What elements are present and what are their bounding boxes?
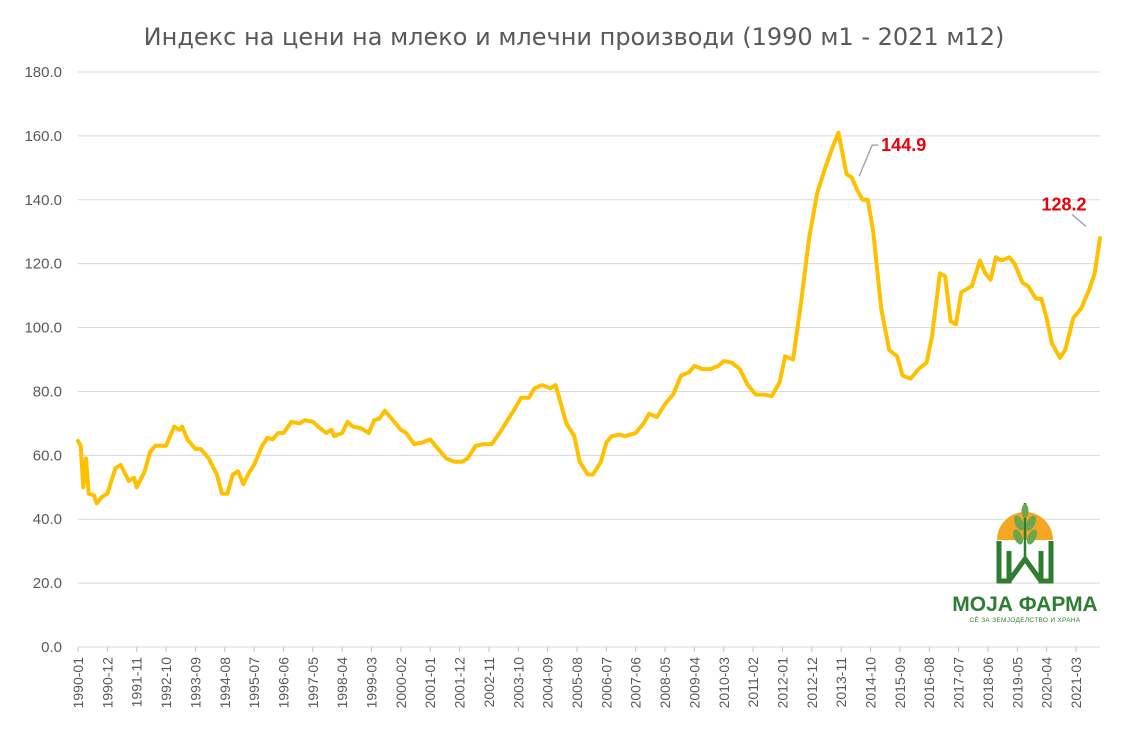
y-tick-label: 20.0 bbox=[33, 575, 62, 592]
x-tick-label: 1995-07 bbox=[246, 657, 262, 709]
y-tick-label: 160.0 bbox=[24, 128, 62, 145]
chart-title: Индекс на цени на млеко и млечни произво… bbox=[144, 23, 1005, 51]
x-tick-label: 2003-10 bbox=[510, 657, 526, 709]
x-axis-tick-labels: 1990-01 1990-12 1991-11 1992-10 1993-09 1994-… bbox=[70, 647, 1084, 708]
logo-brand-text: МОЈА ФАРМА bbox=[952, 593, 1097, 616]
x-tick-label: 1990-12 bbox=[99, 657, 115, 709]
x-tick-label: 1991-11 bbox=[129, 657, 145, 708]
x-tick-label: 2002-11 bbox=[481, 657, 497, 708]
x-tick-label: 1996-06 bbox=[275, 657, 291, 709]
x-tick-label: 2021-03 bbox=[1068, 657, 1084, 709]
x-tick-label: 2018-06 bbox=[980, 657, 996, 709]
x-tick-label: 2010-03 bbox=[716, 657, 732, 709]
y-tick-label: 40.0 bbox=[33, 511, 62, 528]
y-tick-label: 60.0 bbox=[33, 447, 62, 464]
x-tick-label: 2019-05 bbox=[1009, 657, 1025, 709]
x-tick-label: 1997-05 bbox=[305, 657, 321, 709]
series-layer bbox=[76, 130, 1102, 506]
x-tick-label: 2020-04 bbox=[1039, 657, 1055, 709]
x-tick-label: 2017-07 bbox=[951, 657, 967, 709]
x-tick-label: 2009-04 bbox=[686, 657, 702, 709]
x-tick-label: 2001-01 bbox=[422, 657, 438, 709]
gridlines bbox=[78, 71, 1100, 584]
annotation-leader-line bbox=[1071, 213, 1087, 228]
x-tick-label: 2013-11 bbox=[833, 657, 849, 708]
x-tick-label: 2001-12 bbox=[452, 657, 468, 709]
data-label: 128.2 bbox=[1041, 194, 1086, 214]
y-tick-label: 100.0 bbox=[24, 320, 62, 337]
x-tick-label: 2000-02 bbox=[393, 657, 409, 709]
x-tick-label: 2007-06 bbox=[628, 657, 644, 709]
annotations: 144.9 128.2 bbox=[858, 135, 1087, 228]
wheat-house-logo-icon bbox=[996, 503, 1054, 584]
data-label: 144.9 bbox=[881, 135, 926, 155]
x-tick-label: 2012-12 bbox=[804, 657, 820, 709]
y-tick-label: 180.0 bbox=[24, 64, 62, 81]
x-tick-label: 2012-01 bbox=[774, 657, 790, 709]
x-tick-label: 2014-10 bbox=[863, 657, 879, 709]
x-tick-label: 1999-03 bbox=[364, 657, 380, 709]
x-tick-label: 2004-09 bbox=[540, 657, 556, 709]
logo-tagline-text: СÈ ЗА ЗЕМЈОДЕЛСТВО И ХРАНА bbox=[969, 615, 1080, 624]
x-tick-label: 1992-10 bbox=[158, 657, 174, 709]
y-axis-tick-labels: 0.0 20.0 40.0 60.0 80.0 100.0 120.0 140.0 160.0 1… bbox=[24, 64, 62, 656]
y-tick-label: 120.0 bbox=[24, 256, 62, 273]
x-tick-label: 2008-05 bbox=[657, 657, 673, 709]
annotation-leader-line bbox=[858, 144, 879, 177]
x-tick-label: 2011-02 bbox=[745, 657, 761, 708]
y-tick-label: 140.0 bbox=[24, 192, 62, 209]
x-tick-label: 2006-07 bbox=[598, 657, 614, 709]
x-tick-label: 1998-04 bbox=[334, 657, 350, 709]
x-tick-label: 2016-08 bbox=[921, 657, 937, 709]
x-tick-label: 1990-01 bbox=[70, 657, 86, 709]
x-tick-label: 1993-09 bbox=[187, 657, 203, 709]
x-tick-label: 1994-08 bbox=[217, 657, 233, 709]
y-tick-label: 0.0 bbox=[41, 639, 62, 656]
y-tick-label: 80.0 bbox=[33, 383, 62, 400]
series-line bbox=[76, 130, 1102, 506]
x-tick-label: 2005-08 bbox=[569, 657, 585, 709]
moja-farma-logo: МОЈА ФАРМА СÈ ЗА ЗЕМЈОДЕЛСТВО И ХРАНА bbox=[952, 503, 1098, 624]
x-tick-label: 2015-09 bbox=[892, 657, 908, 709]
